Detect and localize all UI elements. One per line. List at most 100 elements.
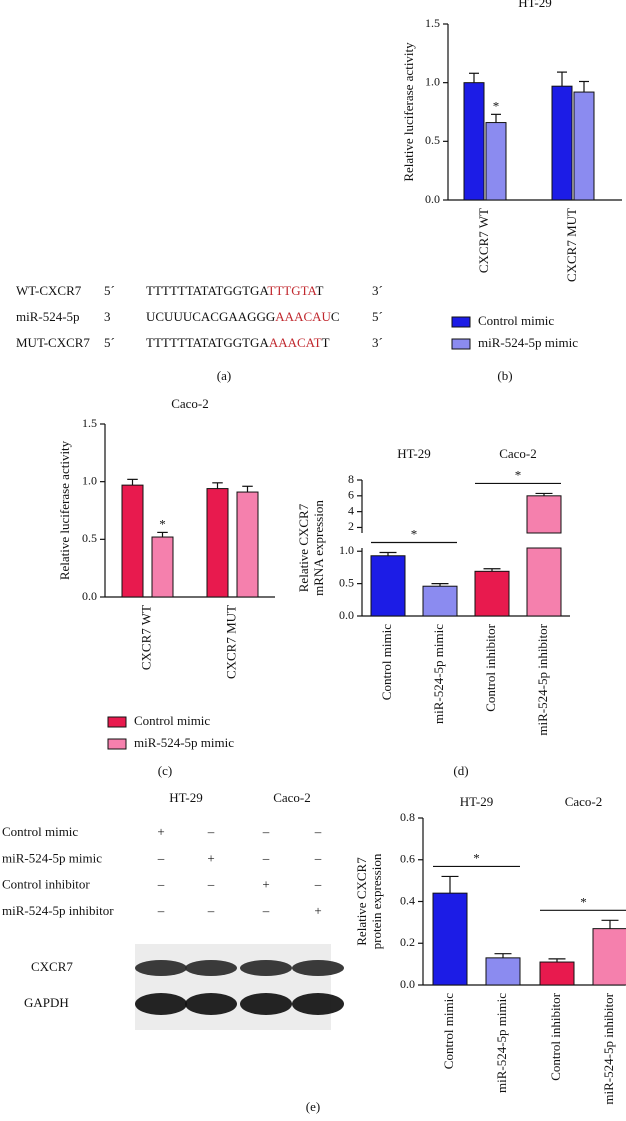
end-label: 5´ — [372, 309, 383, 324]
bar — [551, 85, 573, 201]
cell: – — [157, 850, 165, 865]
row-label: WT-CXCR7 — [16, 283, 82, 298]
end-label: 3 — [104, 309, 111, 324]
cell: – — [207, 824, 215, 839]
row-label: miR-524-5p — [16, 309, 80, 324]
legend-label: miR-524-5p mimic — [134, 735, 234, 750]
end-label: 5´ — [104, 335, 115, 350]
row-label: MUT-CXCR7 — [16, 335, 90, 350]
blot-band — [185, 960, 237, 976]
cell: – — [262, 824, 270, 839]
bar — [526, 547, 562, 617]
y-tick-label: 1.5 — [425, 16, 440, 30]
bar — [526, 495, 562, 534]
cell: – — [314, 877, 322, 892]
x-tick-label: Control inhibitor — [548, 992, 563, 1080]
legend-label: Control mimic — [478, 313, 554, 328]
bar — [463, 82, 485, 201]
cell: – — [314, 850, 322, 865]
significance: * — [473, 850, 480, 865]
row-label: miR-524-5p inhibitor — [2, 903, 114, 918]
x-tick-label: Control mimic — [441, 993, 456, 1069]
y-axis-label: Relative CXCR7 — [354, 857, 369, 946]
y-tick-label: 1.0 — [425, 74, 440, 88]
sequence-part: C — [331, 309, 340, 324]
bar — [432, 892, 468, 986]
bar — [474, 570, 510, 617]
sequence-highlight: AAACAU — [275, 309, 331, 324]
chart-title: HT-29 — [518, 0, 551, 10]
panel-label: (e) — [306, 1099, 320, 1114]
panel-label: (a) — [217, 368, 231, 383]
blot-band — [292, 993, 344, 1015]
panel-label: (c) — [158, 763, 172, 778]
x-tick-label: miR-524-5p mimic — [431, 624, 446, 724]
bar — [236, 491, 259, 598]
bar — [573, 91, 595, 201]
x-tick-label: CXCR7 MUT — [223, 605, 238, 679]
y-axis-label: Relative luciferase activity — [57, 440, 72, 580]
end-label: 3´ — [372, 283, 383, 298]
legend-swatch — [451, 338, 471, 350]
significance: * — [493, 98, 500, 113]
y-tick-label: 0.0 — [400, 977, 415, 991]
blot-image — [135, 944, 331, 1030]
y-axis-label: Relative luciferase activity — [401, 42, 416, 182]
cell: – — [314, 824, 322, 839]
x-tick-label: Control mimic — [379, 624, 394, 700]
legend-swatch — [107, 738, 127, 750]
cell: + — [207, 850, 214, 865]
bar — [422, 585, 458, 617]
y-tick-label: 0.5 — [425, 133, 440, 147]
sequence-highlight: TTTGTA — [267, 283, 317, 298]
y-tick-label: 0.8 — [400, 810, 415, 824]
cell: – — [262, 850, 270, 865]
sequence-part: T — [322, 335, 330, 350]
x-tick-label: CXCR7 WT — [476, 208, 491, 273]
sequence-part: TTTTTTATATGGTGA — [146, 335, 269, 350]
sequence: TTTTTTATATGGTGAAAACATT — [146, 335, 330, 350]
group-label: Caco-2 — [565, 794, 603, 809]
y-tick-label: 4 — [348, 503, 354, 517]
end-label: 3´ — [372, 335, 383, 350]
bar — [485, 957, 521, 986]
bar — [485, 122, 507, 201]
end-label: 5´ — [104, 283, 115, 298]
x-tick-label: Control inhibitor — [483, 623, 498, 711]
sequence-part: UCUUUCACGAAGGG — [146, 309, 275, 324]
y-axis-label: protein expression — [369, 853, 384, 949]
y-tick-label: 0.0 — [425, 192, 440, 206]
x-tick-label: miR-524-5p mimic — [494, 993, 509, 1093]
y-tick-label: 1.0 — [339, 543, 354, 557]
y-tick-label: 6 — [348, 488, 354, 502]
cell: + — [157, 824, 164, 839]
x-tick-label: miR-524-5p inhibitor — [601, 992, 616, 1104]
group-label: HT-29 — [169, 790, 202, 805]
legend-label: miR-524-5p mimic — [478, 335, 578, 350]
significance: * — [515, 467, 522, 482]
bar — [151, 536, 174, 598]
cell: + — [262, 877, 269, 892]
y-tick-label: 1.5 — [82, 416, 97, 430]
legend-label: Control mimic — [134, 713, 210, 728]
bar — [206, 488, 229, 598]
x-tick-label: CXCR7 MUT — [564, 208, 579, 282]
y-tick-label: 0.0 — [339, 608, 354, 622]
blot-label: CXCR7 — [31, 959, 73, 974]
blot-band — [240, 960, 292, 976]
significance: * — [411, 527, 418, 542]
y-tick-label: 8 — [348, 472, 354, 486]
cell: – — [157, 903, 165, 918]
group-label: Caco-2 — [499, 446, 537, 461]
significance: * — [580, 894, 587, 909]
bar — [121, 484, 144, 598]
sequence-part: T — [315, 283, 323, 298]
y-tick-label: 0.2 — [400, 935, 415, 949]
blot-band — [292, 960, 344, 976]
panel-label: (b) — [497, 368, 512, 383]
x-tick-label: CXCR7 WT — [138, 605, 153, 670]
significance: * — [159, 516, 166, 531]
cell: – — [207, 877, 215, 892]
